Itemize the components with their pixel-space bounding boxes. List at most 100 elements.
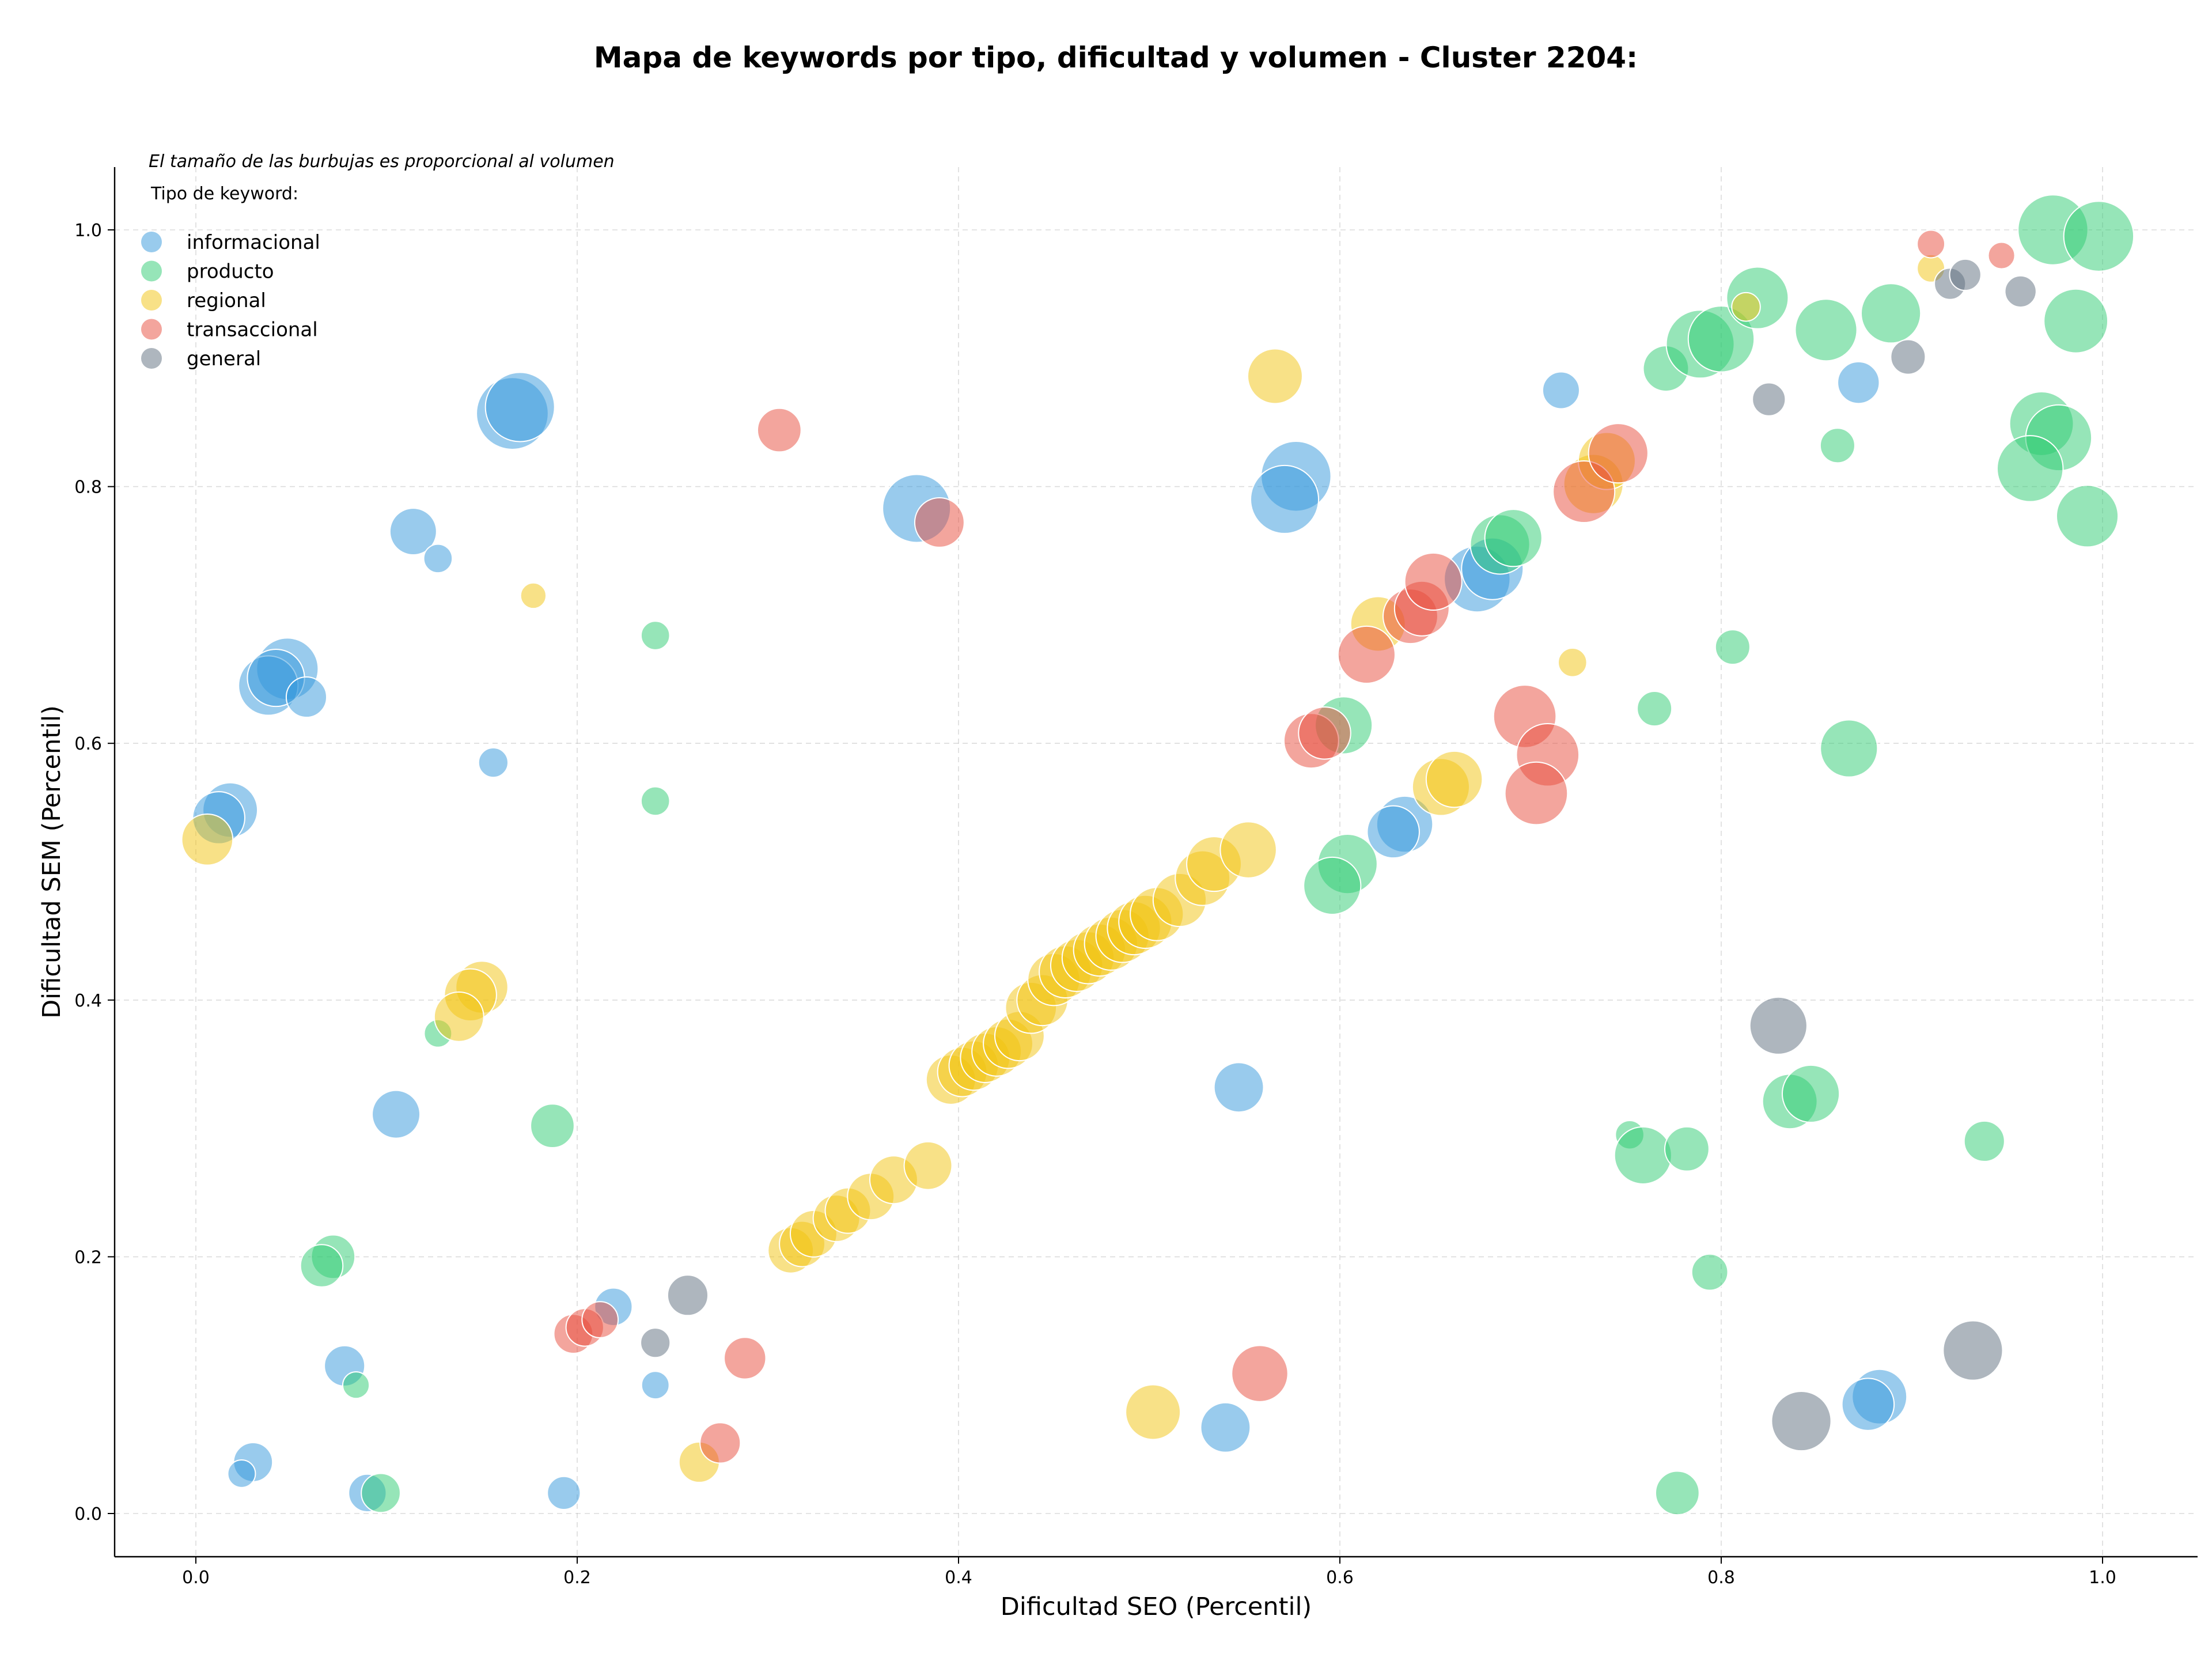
bubble-general <box>1771 1390 1832 1452</box>
bubble-informacional <box>1841 1378 1895 1431</box>
bubble-producto <box>1781 1064 1840 1123</box>
bubble-regional <box>1219 821 1277 879</box>
bubble-producto <box>1819 427 1855 464</box>
bubble-informacional <box>1837 361 1880 404</box>
bubble-general <box>2004 275 2037 308</box>
bubble-general <box>1749 996 1808 1055</box>
bubble-producto <box>2055 485 2119 548</box>
legend: El tamaño de las burbujas es proporciona… <box>141 152 615 370</box>
bubble-transaccional <box>1588 423 1649 484</box>
bubbles <box>181 194 2135 1516</box>
bubble-producto <box>1613 1126 1672 1185</box>
bubble-informacional <box>389 508 437 556</box>
bubble-informacional <box>372 1089 421 1139</box>
bubble-regional <box>1731 292 1761 322</box>
legend-label-informacional: informacional <box>187 231 320 254</box>
bubble-producto <box>640 786 671 816</box>
bubble-informacional <box>1213 1062 1264 1113</box>
bubble-regional <box>1558 648 1588 678</box>
bubble-general <box>1949 258 1982 292</box>
bubble-transaccional <box>1404 552 1463 611</box>
legend-marker-producto <box>141 260 162 282</box>
bubble-informacional <box>1250 464 1320 534</box>
bubble-producto <box>1691 1253 1729 1291</box>
bubble-general <box>640 1327 671 1359</box>
bubble-producto <box>1860 283 1922 344</box>
x-tick-label: 0.8 <box>1707 1568 1735 1588</box>
bubble-informacional <box>547 1475 581 1510</box>
legend-label-regional: regional <box>187 289 266 312</box>
x-tick-label: 0.4 <box>945 1568 972 1588</box>
bubble-regional <box>1125 1384 1181 1440</box>
legend-label-general: general <box>187 347 261 370</box>
y-axis-label: Dificultad SEM (Percentil) <box>37 705 66 1019</box>
y-tick-label: 0.8 <box>74 478 102 498</box>
bubble-producto <box>300 1244 344 1288</box>
bubble-regional <box>433 991 484 1042</box>
bubble-size-note: El tamaño de las burbujas es proporciona… <box>149 152 615 172</box>
y-tick-label: 0.2 <box>74 1247 102 1267</box>
legend-marker-general <box>141 348 162 369</box>
grid <box>115 167 2198 1557</box>
bubble-transaccional <box>914 497 965 548</box>
bubble-regional <box>520 582 547 610</box>
bubble-informacional <box>478 747 509 778</box>
legend-label-transaccional: transaccional <box>187 319 318 342</box>
bubble-general <box>1752 382 1786 417</box>
x-tick-label: 0.6 <box>1326 1568 1354 1588</box>
bubble-regional <box>181 813 234 866</box>
bubble-general <box>1942 1320 2003 1381</box>
bubble-producto <box>1794 298 1858 362</box>
x-tick-label: 1.0 <box>2089 1568 2116 1588</box>
bubble-producto <box>342 1371 370 1399</box>
bubble-producto <box>1484 509 1543 567</box>
bubble-producto <box>1637 691 1673 727</box>
bubble-regional <box>1247 348 1303 404</box>
bubble-transaccional <box>1337 625 1396 684</box>
bubble-transaccional <box>1231 1345 1289 1402</box>
legend-items: informacional producto regional transaccion… <box>141 231 320 370</box>
legend-marker-regional <box>141 290 162 311</box>
chart-title: Mapa de keywords por tipo, dificultad y … <box>594 41 1638 74</box>
bubble-producto <box>1655 1470 1700 1516</box>
y-tick-label: 0.6 <box>74 734 102 754</box>
bubble-producto <box>1303 856 1362 915</box>
bubble-producto <box>1996 435 2064 502</box>
bubble-producto <box>2063 200 2135 272</box>
bubble-informacional <box>1200 1402 1251 1453</box>
bubble-regional <box>903 1141 953 1190</box>
bubble-producto <box>640 620 671 650</box>
bubble-informacional <box>1366 805 1420 859</box>
bubble-transaccional <box>756 407 802 453</box>
y-tick-label: 0.4 <box>74 991 102 1011</box>
bubble-informacional <box>227 1459 256 1488</box>
legend-label-producto: producto <box>187 260 274 283</box>
bubble-informacional <box>641 1371 670 1400</box>
bubble-informacional <box>484 372 555 442</box>
legend-marker-transaccional <box>141 319 162 340</box>
bubble-transaccional <box>699 1422 741 1464</box>
bubble-producto <box>1820 719 1878 778</box>
x-tick-label: 0.0 <box>182 1568 210 1588</box>
bubble-transaccional <box>581 1301 619 1338</box>
x-axis-label: Dificultad SEO (Percentil) <box>1001 1592 1312 1621</box>
legend-title: Tipo de keyword: <box>150 184 298 204</box>
bubble-transaccional <box>1504 761 1569 826</box>
bubble-producto <box>361 1473 401 1514</box>
bubble-general <box>1890 339 1926 375</box>
bubble-informacional <box>1541 371 1580 410</box>
bubble-transaccional <box>1987 241 2016 270</box>
bubble-producto <box>530 1103 575 1149</box>
x-tick-label: 0.2 <box>563 1568 591 1588</box>
ticks: 0.0 0.2 0.4 0.6 0.8 1.0 0.0 0.2 0.4 0.6 0.8 1.0 <box>74 221 2116 1588</box>
bubble-regional <box>1425 750 1483 808</box>
bubble-informacional <box>423 543 453 574</box>
bubble-general <box>666 1274 709 1316</box>
bubble-producto <box>2043 288 2109 354</box>
y-tick-label: 1.0 <box>74 221 102 241</box>
bubble-transaccional <box>724 1337 767 1380</box>
y-tick-label: 0.0 <box>74 1504 102 1524</box>
bubble-producto <box>1714 629 1751 665</box>
legend-marker-informacional <box>141 232 162 252</box>
